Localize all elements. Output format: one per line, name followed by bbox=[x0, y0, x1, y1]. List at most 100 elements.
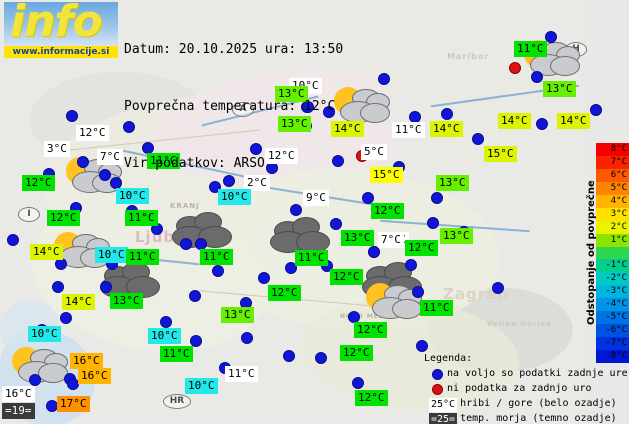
temperature-badge[interactable]: 13°C bbox=[278, 116, 311, 132]
station-dot[interactable] bbox=[531, 71, 543, 83]
temperature-badge[interactable]: 14°C bbox=[62, 294, 95, 310]
station-dot[interactable] bbox=[431, 192, 443, 204]
temperature-badge[interactable]: 12°C bbox=[340, 345, 373, 361]
station-dot[interactable] bbox=[416, 340, 428, 352]
temperature-badge[interactable]: 7°C bbox=[97, 149, 123, 165]
temperature-badge[interactable]: 12°C bbox=[355, 390, 388, 406]
station-dot[interactable] bbox=[189, 290, 201, 302]
temperature-badge[interactable]: 13°C bbox=[341, 230, 374, 246]
station-dot[interactable] bbox=[290, 204, 302, 216]
temperature-badge[interactable]: 11°C bbox=[160, 346, 193, 362]
station-dot[interactable] bbox=[160, 316, 172, 328]
temperature-badge[interactable]: 17°C bbox=[57, 396, 90, 412]
temperature-badge[interactable]: 11°C bbox=[514, 41, 547, 57]
temperature-badge[interactable]: 11°C bbox=[147, 153, 180, 169]
station-dot[interactable] bbox=[60, 312, 72, 324]
station-dot[interactable] bbox=[7, 234, 19, 246]
temperature-badge[interactable]: 14°C bbox=[557, 113, 590, 129]
temperature-badge[interactable]: 12°C bbox=[330, 269, 363, 285]
station-dot[interactable] bbox=[241, 332, 253, 344]
temperature-badge[interactable]: 12°C bbox=[405, 240, 438, 256]
station-dot[interactable] bbox=[77, 156, 89, 168]
temperature-badge[interactable]: 15°C bbox=[484, 146, 517, 162]
temperature-badge[interactable]: 10°C bbox=[148, 328, 181, 344]
station-dot[interactable] bbox=[100, 281, 112, 293]
station-dot[interactable] bbox=[29, 374, 41, 386]
temperature-badge[interactable]: 13°C bbox=[275, 86, 308, 102]
station-dot-no-data[interactable] bbox=[509, 62, 521, 74]
temperature-badge[interactable]: 12°C bbox=[22, 175, 55, 191]
temperature-badge[interactable]: 11°C bbox=[295, 250, 328, 266]
temperature-badge[interactable]: 10°C bbox=[218, 189, 251, 205]
temperature-badge[interactable]: 11°C bbox=[125, 210, 158, 226]
temperature-badge[interactable]: 7°C bbox=[378, 232, 404, 248]
temperature-badge[interactable]: 5°C bbox=[361, 144, 387, 160]
temperature-badge[interactable]: 12°C bbox=[268, 285, 301, 301]
temperature-badge[interactable]: 13°C bbox=[436, 175, 469, 191]
temperature-badge[interactable]: 11°C bbox=[225, 366, 258, 382]
station-dot[interactable] bbox=[492, 282, 504, 294]
station-dot[interactable] bbox=[472, 133, 484, 145]
station-dot[interactable] bbox=[362, 192, 374, 204]
station-dot[interactable] bbox=[258, 272, 270, 284]
temperature-badge[interactable]: 11°C bbox=[126, 249, 159, 265]
station-dot[interactable] bbox=[99, 169, 111, 181]
temperature-badge[interactable]: 16°C bbox=[70, 353, 103, 369]
temperature-badge[interactable]: 16°C bbox=[2, 386, 35, 402]
station-dot[interactable] bbox=[190, 335, 202, 347]
temperature-badge[interactable]: 14°C bbox=[430, 121, 463, 137]
station-dot[interactable] bbox=[315, 352, 327, 364]
temperature-badge[interactable]: 10°C bbox=[95, 247, 128, 263]
station-dot[interactable] bbox=[368, 246, 380, 258]
temperature-badge[interactable]: 13°C bbox=[110, 293, 143, 309]
station-dot[interactable] bbox=[250, 143, 262, 155]
station-dot[interactable] bbox=[352, 377, 364, 389]
temperature-badge[interactable]: 11°C bbox=[200, 249, 233, 265]
station-dot[interactable] bbox=[66, 110, 78, 122]
temperature-badge[interactable]: 12°C bbox=[371, 203, 404, 219]
station-dot[interactable] bbox=[378, 73, 390, 85]
station-dot[interactable] bbox=[123, 121, 135, 133]
temperature-badge[interactable]: 11°C bbox=[420, 300, 453, 316]
temperature-badge[interactable]: 12°C bbox=[265, 148, 298, 164]
station-dot[interactable] bbox=[590, 104, 602, 116]
temperature-badge[interactable]: 10°C bbox=[116, 188, 149, 204]
station-dot[interactable] bbox=[427, 217, 439, 229]
station-dot[interactable] bbox=[405, 259, 417, 271]
station-dot[interactable] bbox=[412, 286, 424, 298]
temperature-badge[interactable]: 11°C bbox=[392, 122, 425, 138]
temperature-badge[interactable]: 13°C bbox=[221, 307, 254, 323]
temperature-badge[interactable]: 10°C bbox=[185, 378, 218, 394]
temperature-badge[interactable]: 15°C bbox=[370, 167, 403, 183]
station-dot[interactable] bbox=[536, 118, 548, 130]
station-dot[interactable] bbox=[323, 106, 335, 118]
station-dot[interactable] bbox=[330, 218, 342, 230]
temperature-badge[interactable]: =19= bbox=[2, 403, 35, 419]
station-dot[interactable] bbox=[332, 155, 344, 167]
station-dot[interactable] bbox=[180, 238, 192, 250]
temperature-badge[interactable]: 12°C bbox=[47, 210, 80, 226]
temperature-badge[interactable]: 14°C bbox=[331, 121, 364, 137]
station-dot[interactable] bbox=[52, 281, 64, 293]
temperature-badge[interactable]: 14°C bbox=[498, 113, 531, 129]
temperature-badge[interactable]: 14°C bbox=[30, 244, 63, 260]
info-logo[interactable]: info www.informacije.si bbox=[4, 0, 118, 58]
temperature-badge[interactable]: 9°C bbox=[303, 190, 329, 206]
station-dot[interactable] bbox=[441, 108, 453, 120]
temperature-badge[interactable]: 10°C bbox=[28, 326, 61, 342]
temperature-badge[interactable]: 12°C bbox=[354, 322, 387, 338]
temperature-badge[interactable]: 13°C bbox=[440, 228, 473, 244]
station-dot[interactable] bbox=[302, 101, 314, 113]
station-dot[interactable] bbox=[283, 350, 295, 362]
station-dot[interactable] bbox=[212, 265, 224, 277]
station-dot[interactable] bbox=[545, 31, 557, 43]
temperature-badge[interactable]: 3°C bbox=[44, 141, 70, 157]
temperature-badge[interactable]: 2°C bbox=[244, 175, 270, 191]
station-dot[interactable] bbox=[223, 175, 235, 187]
station-dot[interactable] bbox=[67, 378, 79, 390]
temperature-badge[interactable]: 16°C bbox=[78, 368, 111, 384]
temperature-badge[interactable]: 13°C bbox=[543, 81, 576, 97]
station-dot[interactable] bbox=[285, 262, 297, 274]
temperature-badge[interactable]: 12°C bbox=[76, 125, 109, 141]
